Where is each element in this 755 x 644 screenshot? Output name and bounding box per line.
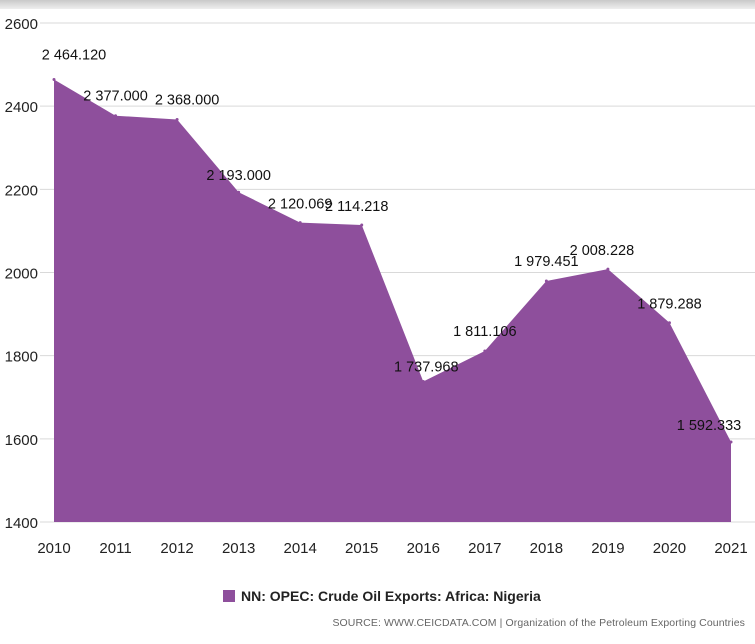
data-label: 2 193.000	[206, 168, 271, 184]
data-point	[544, 279, 548, 283]
legend[interactable]: NN: OPEC: Crude Oil Exports: Africa: Nig…	[223, 588, 541, 604]
x-tick-label: 2020	[653, 540, 686, 557]
area-series	[54, 79, 731, 523]
x-tick-label: 2021	[714, 540, 747, 557]
x-tick-label: 2019	[591, 540, 624, 557]
data-label: 2 114.218	[325, 199, 388, 215]
y-tick-label: 1800	[5, 349, 38, 366]
data-point	[237, 190, 241, 194]
x-tick-label: 2015	[345, 540, 378, 557]
data-label: 2 368.000	[155, 92, 220, 108]
data-point	[52, 78, 56, 82]
y-tick-label: 2600	[5, 16, 38, 33]
x-tick-label: 2012	[160, 540, 193, 557]
y-tick-label: 1600	[5, 432, 38, 449]
y-tick-label: 2200	[5, 182, 38, 199]
data-label: 1 592.333	[677, 418, 742, 434]
legend-label: NN: OPEC: Crude Oil Exports: Africa: Nig…	[241, 588, 541, 604]
data-label: 2 464.120	[42, 48, 107, 64]
data-point	[114, 114, 118, 118]
data-label: 2 008.228	[570, 243, 635, 259]
data-label: 1 737.968	[394, 359, 459, 375]
x-tick-label: 2017	[468, 540, 501, 557]
data-point	[421, 379, 425, 383]
data-point	[667, 321, 671, 325]
area-chart: 1400 1600 1800 2000 2200 2400 2600 2010 2011 2012…	[5, 16, 755, 557]
source-note: SOURCE: WWW.CEICDATA.COM | Organization …	[332, 617, 745, 629]
y-tick-label: 2400	[5, 99, 38, 116]
data-point	[483, 349, 487, 353]
data-label: 2 377.000	[83, 89, 148, 105]
x-tick-label: 2016	[407, 540, 440, 557]
data-point	[360, 223, 364, 227]
x-tick-label: 2013	[222, 540, 255, 557]
x-tick-label: 2014	[283, 540, 316, 557]
x-tick-label: 2010	[37, 540, 70, 557]
y-tick-label: 1400	[5, 515, 38, 532]
x-tick-label: 2018	[530, 540, 563, 557]
data-point	[606, 267, 610, 271]
data-label: 1 979.451	[514, 254, 579, 270]
data-point	[729, 440, 733, 444]
data-label: 2 120.069	[268, 197, 333, 213]
y-tick-label: 2000	[5, 266, 38, 283]
data-label: 1 879.288	[637, 297, 702, 313]
x-tick-label: 2011	[99, 540, 131, 557]
data-label: 1 811.106	[453, 324, 516, 340]
legend-swatch	[223, 590, 235, 602]
data-point	[175, 117, 179, 121]
data-point	[298, 221, 302, 225]
top-strip	[0, 0, 755, 9]
